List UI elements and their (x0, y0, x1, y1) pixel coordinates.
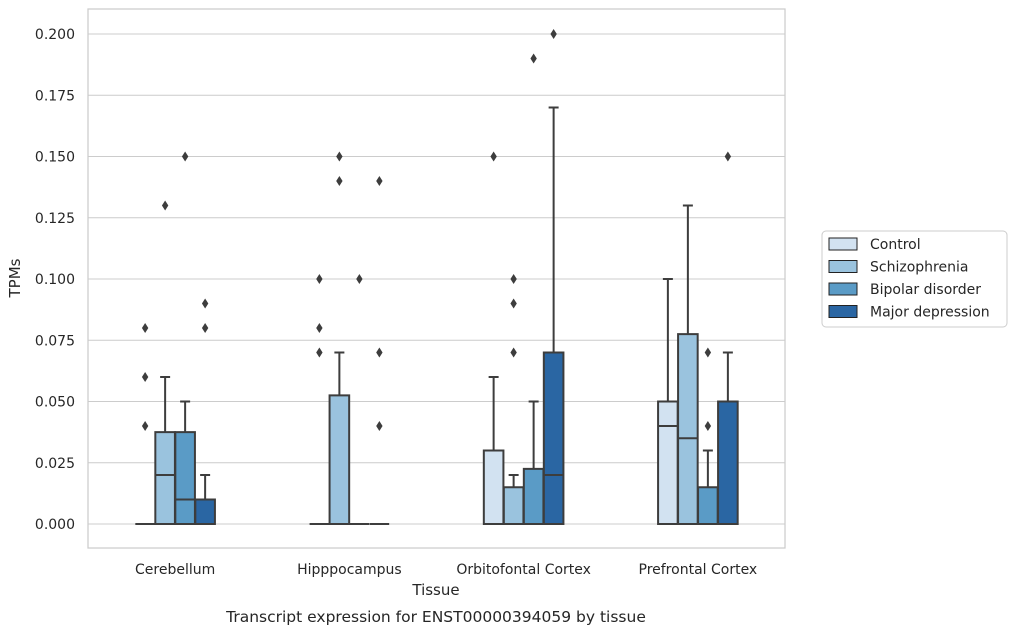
y-axis-label: TPMs (6, 258, 24, 298)
y-tick-label: 0.150 (35, 150, 75, 166)
x-axis-label: Tissue (411, 581, 459, 599)
plot-frame (87, 8, 786, 549)
box-body (482, 449, 505, 525)
outlier-point (510, 274, 517, 284)
outlier-point (530, 53, 537, 64)
outlier-point (316, 274, 323, 284)
legend-label: Control (870, 237, 921, 253)
y-tick-label: 0.175 (35, 88, 75, 104)
box-body (502, 486, 525, 525)
legend-label: Bipolar disorder (870, 282, 981, 298)
x-tick-label: Orbitofontal Cortex (456, 562, 591, 578)
box-schizophrenia (328, 151, 351, 525)
y-tick-label: 0.100 (35, 272, 75, 288)
y-tick-label: 0.000 (35, 517, 75, 533)
legend-swatch (828, 260, 858, 273)
outlier-point (181, 151, 189, 162)
outlier-point (376, 421, 383, 431)
outlier-point (141, 372, 149, 382)
outlier-point (201, 323, 209, 333)
outlier-point (316, 323, 323, 333)
outlier-point (141, 323, 149, 333)
outlier-point (724, 151, 732, 162)
legend-swatch (828, 305, 858, 318)
box-bipolar-disorder (349, 274, 370, 525)
y-tick-label: 0.050 (35, 395, 75, 411)
box-control (309, 274, 330, 525)
box-bipolar-disorder (522, 53, 545, 525)
box-control (657, 278, 679, 525)
legend-swatch (828, 237, 858, 251)
box-bipolar-disorder (174, 151, 196, 525)
outlier-point (356, 274, 363, 284)
x-tick-labels: Cerebellum Hipppocampus Orbitofontal Corte… (135, 562, 757, 578)
box-body (657, 400, 679, 525)
outlier-point (336, 151, 343, 162)
x-tick-label: Prefrontal Cortex (639, 562, 758, 578)
box-body (328, 394, 351, 525)
outlier-point (336, 176, 343, 186)
outlier-point (141, 421, 149, 431)
y-tick-label: 0.075 (35, 333, 75, 349)
y-tick-label: 0.200 (35, 27, 75, 43)
box-major-depression (717, 151, 739, 525)
outlier-point (376, 176, 383, 186)
box-schizophrenia (677, 204, 699, 525)
x-tick-label: Hipppocampus (297, 562, 402, 578)
box-body (522, 467, 545, 525)
box-major-depression (194, 298, 216, 525)
box-body (697, 486, 719, 525)
box-body (174, 431, 196, 525)
outlier-point (490, 151, 497, 162)
outlier-point (550, 29, 557, 39)
outlier-point (510, 298, 517, 309)
outlier-point (704, 421, 712, 431)
x-tick-label: Cerebellum (135, 562, 215, 578)
y-tick-labels: 0.000 0.025 0.050 0.075 0.100 0.125 0.150 0.175… (35, 27, 75, 533)
box-control (135, 323, 155, 525)
legend-label: Major depression (870, 305, 990, 321)
box-body (154, 431, 176, 525)
legend: Control Schizophrenia Bipolar disorder Majo… (821, 230, 1008, 328)
box-body (677, 333, 699, 525)
outlier-point (201, 298, 209, 309)
box-body (717, 400, 739, 525)
outlier-point (161, 200, 169, 211)
legend-label: Schizophrenia (870, 260, 968, 276)
box-bipolar-disorder (697, 347, 719, 525)
chart-caption: Transcript expression for ENST0000039405… (225, 608, 646, 626)
boxes (135, 29, 739, 525)
outlier-point (316, 347, 323, 358)
box-major-depression (542, 29, 565, 525)
y-tick-label: 0.125 (35, 211, 75, 227)
legend-frame (821, 230, 1008, 328)
outlier-point (510, 347, 517, 358)
outlier-point (704, 347, 712, 358)
legend-swatch (828, 282, 858, 296)
box-major-depression (369, 176, 390, 525)
y-tick-label: 0.025 (35, 456, 75, 472)
box-body (194, 498, 216, 525)
outlier-point (376, 347, 383, 358)
box-body (542, 351, 565, 525)
